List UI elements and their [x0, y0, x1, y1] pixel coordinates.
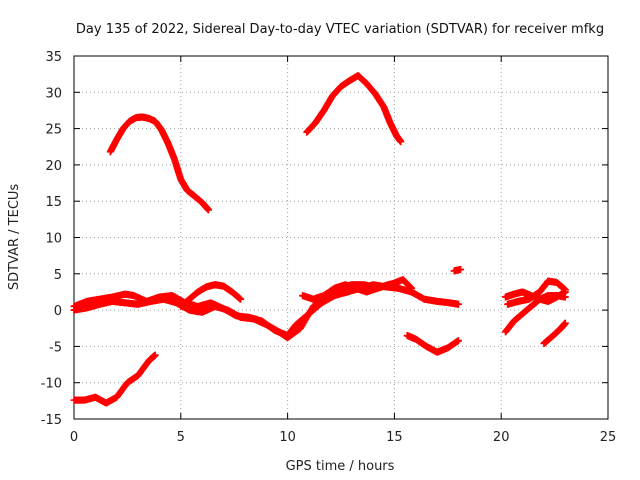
data-point	[205, 206, 213, 214]
x-tick-label: 5	[177, 430, 185, 445]
y-tick-label: -15	[41, 413, 62, 428]
y-tick-label: -5	[49, 340, 62, 355]
y-tick-label: -10	[41, 377, 62, 392]
series-track-5	[70, 276, 415, 342]
y-tick-label: 10	[45, 232, 62, 247]
data-point	[561, 286, 569, 294]
data-point	[454, 337, 462, 345]
data-point	[561, 319, 569, 327]
y-axis-label: SDTVAR / TECUs	[7, 184, 22, 291]
chart-title: Day 135 of 2022, Sidereal Day-to-day VTE…	[76, 22, 604, 37]
series-track-6	[177, 281, 245, 310]
data-point	[407, 284, 415, 292]
x-tick-label: 0	[70, 430, 78, 445]
x-tick-label: 25	[600, 430, 617, 445]
series-track-1	[106, 113, 213, 214]
grid	[74, 56, 608, 419]
y-tick-label: 20	[45, 159, 62, 174]
series-track-13	[540, 319, 569, 347]
x-axis-label: GPS time / hours	[286, 459, 395, 474]
series-track-7	[299, 279, 403, 303]
x-tick-label: 20	[493, 430, 510, 445]
series-track-3	[70, 351, 159, 407]
data-point	[151, 351, 159, 359]
x-tick-label: 10	[279, 430, 296, 445]
data-point	[237, 295, 245, 303]
y-tick-label: 25	[45, 123, 62, 138]
y-tick-label: 0	[54, 304, 62, 319]
y-tick-label: 30	[45, 86, 62, 101]
series-track-12	[504, 277, 569, 308]
y-tick-label: 15	[45, 195, 62, 210]
data-point	[397, 138, 405, 146]
y-tick-label: 35	[45, 50, 62, 65]
data-point	[457, 265, 465, 273]
axis-ticks: 0 5 10 15 20 25 -15 -10 -5 0 5 10 15 20 25 30 35	[41, 50, 617, 445]
series-track-9	[450, 265, 465, 275]
data-points	[70, 72, 569, 407]
series-track-2	[303, 72, 405, 146]
data-point	[454, 300, 462, 308]
data-point	[395, 279, 403, 287]
y-tick-label: 5	[54, 268, 62, 283]
series-track-8	[403, 332, 462, 356]
x-tick-label: 15	[386, 430, 403, 445]
